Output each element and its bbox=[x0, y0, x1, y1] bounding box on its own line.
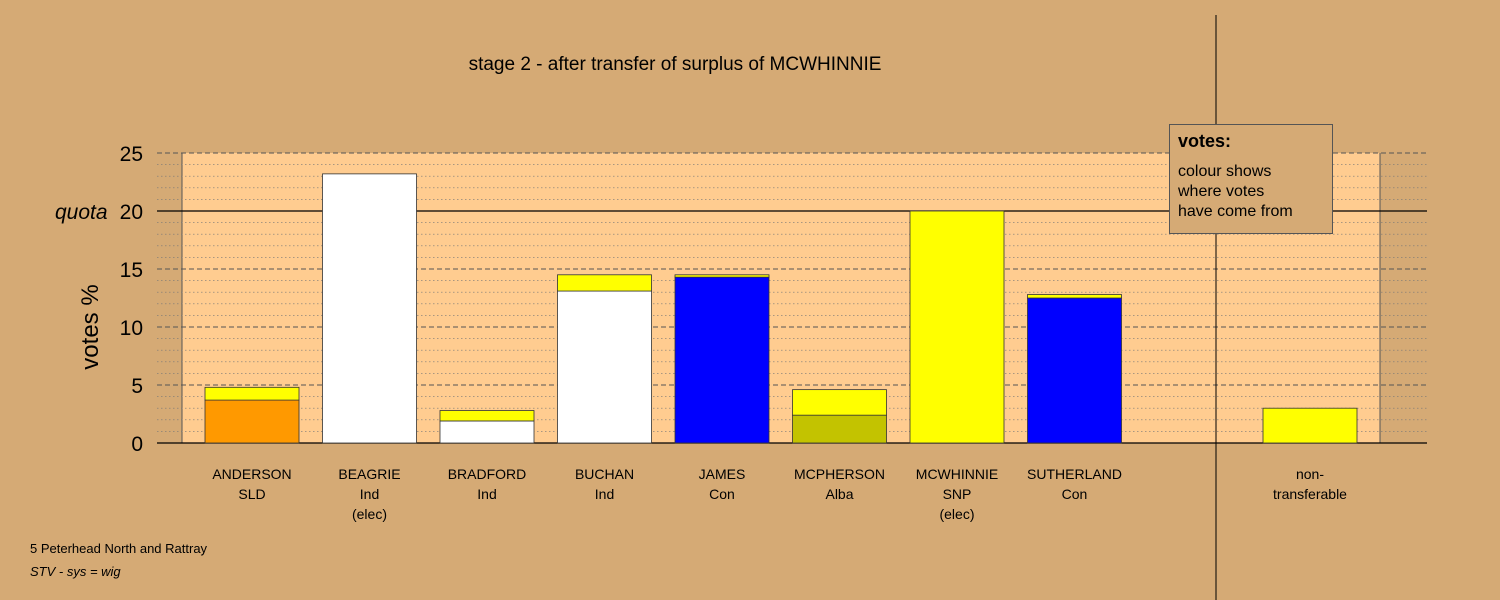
y-tick-label: 15 bbox=[120, 259, 143, 282]
y-axis: 0 5 10 15 20 25 quota bbox=[55, 143, 143, 456]
legend: votes: colour shows where votes have com… bbox=[1169, 124, 1333, 234]
bar-segment bbox=[1027, 297, 1122, 444]
x-tick-label: SNP bbox=[943, 486, 972, 502]
x-tick-label: SUTHERLAND bbox=[1027, 466, 1122, 482]
x-tick-label: Ind bbox=[360, 486, 379, 502]
y-axis-label: votes % bbox=[77, 284, 104, 369]
bar-segment bbox=[322, 173, 417, 444]
x-tick-label: Con bbox=[709, 486, 735, 502]
legend-title: votes: bbox=[1178, 131, 1232, 151]
quota-label: quota bbox=[55, 201, 108, 224]
bar-segment bbox=[1027, 294, 1122, 299]
x-tick-label: BEAGRIE bbox=[338, 466, 400, 482]
x-tick-label: MCWHINNIE bbox=[916, 466, 998, 482]
bar-segment bbox=[204, 399, 300, 444]
bar-segment bbox=[792, 389, 887, 416]
bar-segment bbox=[557, 290, 652, 444]
x-axis-labels: ANDERSON SLD BEAGRIE Ind (elec) BRADFORD Ind BU… bbox=[212, 466, 1347, 522]
x-tick-label: (elec) bbox=[352, 506, 387, 522]
x-tick-label: Alba bbox=[825, 486, 853, 502]
legend-text: colour shows where votes have come from bbox=[1178, 162, 1324, 222]
x-tick-label: Ind bbox=[477, 486, 496, 502]
x-tick-label: BUCHAN bbox=[575, 466, 634, 482]
y-tick-label: 5 bbox=[131, 375, 143, 398]
y-tick-label: 10 bbox=[120, 317, 143, 340]
bar-segment bbox=[909, 210, 1005, 444]
bar-segment bbox=[439, 420, 535, 444]
y-tick-label: 20 bbox=[120, 201, 143, 224]
bar-segment bbox=[557, 274, 652, 292]
x-tick-label: BRADFORD bbox=[448, 466, 527, 482]
bar-segment bbox=[674, 276, 770, 444]
y-tick-label: 25 bbox=[120, 143, 143, 166]
constituency-label: 5 Peterhead North and Rattray bbox=[30, 541, 208, 556]
bar-segment bbox=[674, 274, 770, 278]
x-tick-label: (elec) bbox=[939, 506, 974, 522]
x-tick-label: ANDERSON bbox=[212, 466, 291, 482]
chart-title: stage 2 - after transfer of surplus of M… bbox=[469, 54, 882, 75]
x-tick-label: Con bbox=[1062, 486, 1088, 502]
bar-segment bbox=[439, 410, 535, 422]
legend-line: have come from bbox=[1178, 203, 1293, 220]
non-transferable-bar bbox=[1262, 407, 1358, 444]
x-tick-label: SLD bbox=[238, 486, 265, 502]
x-tick-label: Ind bbox=[595, 486, 614, 502]
legend-line: colour shows bbox=[1178, 163, 1272, 180]
voting-system-label: STV - sys = wig bbox=[30, 564, 121, 579]
bar-segment bbox=[792, 414, 887, 444]
bar-segment bbox=[204, 386, 300, 401]
x-tick-label: MCPHERSON bbox=[794, 466, 885, 482]
bars bbox=[204, 173, 1358, 444]
legend-line: where votes bbox=[1178, 183, 1265, 200]
x-tick-label: transferable bbox=[1273, 486, 1347, 502]
x-tick-label: JAMES bbox=[699, 466, 746, 482]
y-tick-label: 0 bbox=[131, 433, 143, 456]
x-tick-label: non- bbox=[1296, 466, 1324, 482]
